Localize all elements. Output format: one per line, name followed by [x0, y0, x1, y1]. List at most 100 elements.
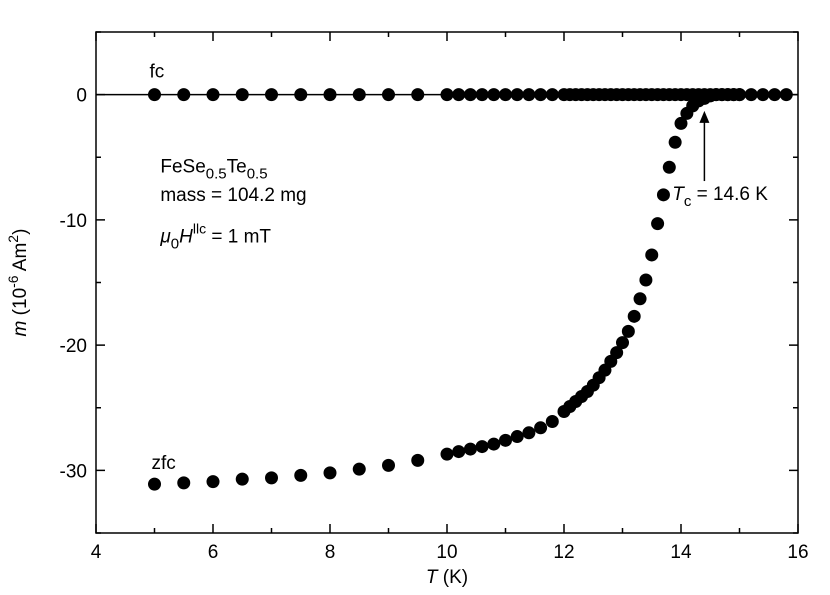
data-point-zfc — [534, 421, 548, 435]
data-point-fc — [206, 88, 220, 102]
x-tick-label: 4 — [91, 542, 102, 563]
data-point-zfc — [235, 472, 249, 486]
data-point-zfc — [610, 346, 624, 360]
x-tick-label: 12 — [553, 542, 574, 563]
x-tick-label: 6 — [208, 542, 219, 563]
data-point-fc — [534, 88, 548, 102]
data-point-fc — [463, 88, 477, 102]
data-point-fc — [768, 88, 782, 102]
y-axis-exp: -6 — [5, 275, 21, 288]
data-point-zfc — [616, 336, 629, 350]
data-point-zfc — [265, 471, 278, 485]
data-point-zfc — [645, 248, 659, 262]
data-point-zfc — [148, 477, 161, 491]
y-axis-symbol: m — [10, 321, 31, 337]
data-point-zfc — [656, 188, 670, 202]
data-point-fc — [545, 88, 559, 102]
data-point-zfc — [668, 135, 682, 149]
data-point-fc — [294, 88, 308, 102]
data-point-fc — [352, 88, 366, 102]
x-tick-label: 14 — [670, 542, 692, 563]
data-point-zfc — [499, 433, 512, 447]
data-point-zfc — [452, 445, 466, 459]
data-point-zfc — [674, 116, 688, 130]
field-value: = 1 mT — [206, 226, 271, 247]
mu-symbol: μ — [159, 226, 171, 247]
tc-label: Tc = 14.6 K — [672, 184, 768, 210]
data-point-fc — [452, 88, 466, 102]
data-point-zfc — [440, 447, 454, 461]
data-point-zfc — [206, 475, 220, 489]
data-point-fc — [265, 88, 278, 102]
data-point-zfc — [463, 442, 477, 456]
plot-frame — [95, 31, 799, 534]
data-point-fc — [148, 88, 161, 102]
y-axis-title: m (10-6 Am2) — [5, 229, 31, 337]
y-axis-unit-a: (10 — [10, 288, 31, 321]
data-point-zfc — [382, 458, 395, 472]
y-tick-label: -20 — [60, 336, 87, 357]
data-point-fc — [475, 88, 489, 102]
data-point-zfc — [733, 88, 746, 102]
tc-arrow-head — [699, 110, 710, 123]
compound-part: FeSe — [160, 156, 205, 177]
data-point-fc — [499, 88, 512, 102]
x-axis-symbol: T — [426, 567, 439, 588]
y-axis-unit-c: ) — [10, 229, 31, 235]
data-point-zfc — [475, 440, 489, 454]
data-point-zfc — [621, 324, 635, 338]
tc-symbol: T — [672, 184, 685, 205]
data-point-zfc — [639, 273, 653, 287]
mass-label: mass = 104.2 mg — [160, 185, 306, 206]
data-point-zfc — [323, 466, 337, 480]
compound-subscript: 0.5 — [247, 165, 268, 182]
data-point-zfc — [627, 309, 641, 323]
data-point-fc — [382, 88, 395, 102]
y-tick-label: 0 — [76, 86, 87, 107]
data-point-fc — [756, 88, 770, 102]
y-axis-exp2: 2 — [5, 235, 21, 243]
data-point-zfc — [545, 415, 559, 429]
data-point-zfc — [352, 462, 366, 476]
data-point-zfc — [411, 453, 425, 467]
data-point-zfc — [522, 426, 536, 440]
data-point-fc — [510, 88, 524, 102]
mu-subscript: 0 — [171, 235, 179, 252]
data-point-fc — [779, 88, 793, 102]
data-point-fc — [323, 88, 337, 102]
data-point-fc — [522, 88, 536, 102]
tc-subscript: c — [684, 193, 692, 210]
compound-subscript: 0.5 — [206, 165, 227, 182]
tc-value: = 14.6 K — [691, 184, 768, 205]
series-label-zfc: zfc — [152, 453, 176, 474]
y-tick-label: -30 — [60, 461, 87, 482]
data-point-zfc — [510, 430, 524, 444]
y-tick-labels: -30 -20 -10 0 — [60, 86, 87, 483]
x-tick-labels: 4 6 8 10 12 14 16 — [91, 542, 809, 563]
x-axis-title: T (K) — [426, 567, 468, 588]
field-label: μ0Hllc = 1 mT — [159, 220, 271, 252]
data-point-zfc — [662, 160, 676, 174]
compound-label: FeSe0.5Te0.5 — [160, 156, 267, 182]
y-tick-label: -10 — [60, 211, 87, 232]
data-point-fc — [744, 88, 758, 102]
x-tick-label: 16 — [787, 542, 808, 563]
x-axis-unit: (K) — [438, 567, 469, 588]
data-point-zfc — [294, 468, 308, 482]
data-points — [148, 88, 793, 491]
data-point-zfc — [177, 476, 191, 490]
y-axis-unit-b: Am — [10, 243, 31, 276]
compound-part: Te — [227, 156, 247, 177]
data-point-fc — [177, 88, 191, 102]
data-point-zfc — [633, 292, 647, 306]
data-point-zfc — [651, 217, 665, 231]
x-tick-label: 10 — [436, 542, 457, 563]
data-point-fc — [440, 88, 454, 102]
field-superscript: llc — [193, 220, 206, 236]
data-point-fc — [235, 88, 249, 102]
series-label-fc: fc — [150, 62, 165, 83]
data-point-fc — [411, 88, 425, 102]
data-point-zfc — [487, 437, 501, 451]
field-symbol: H — [179, 226, 193, 247]
